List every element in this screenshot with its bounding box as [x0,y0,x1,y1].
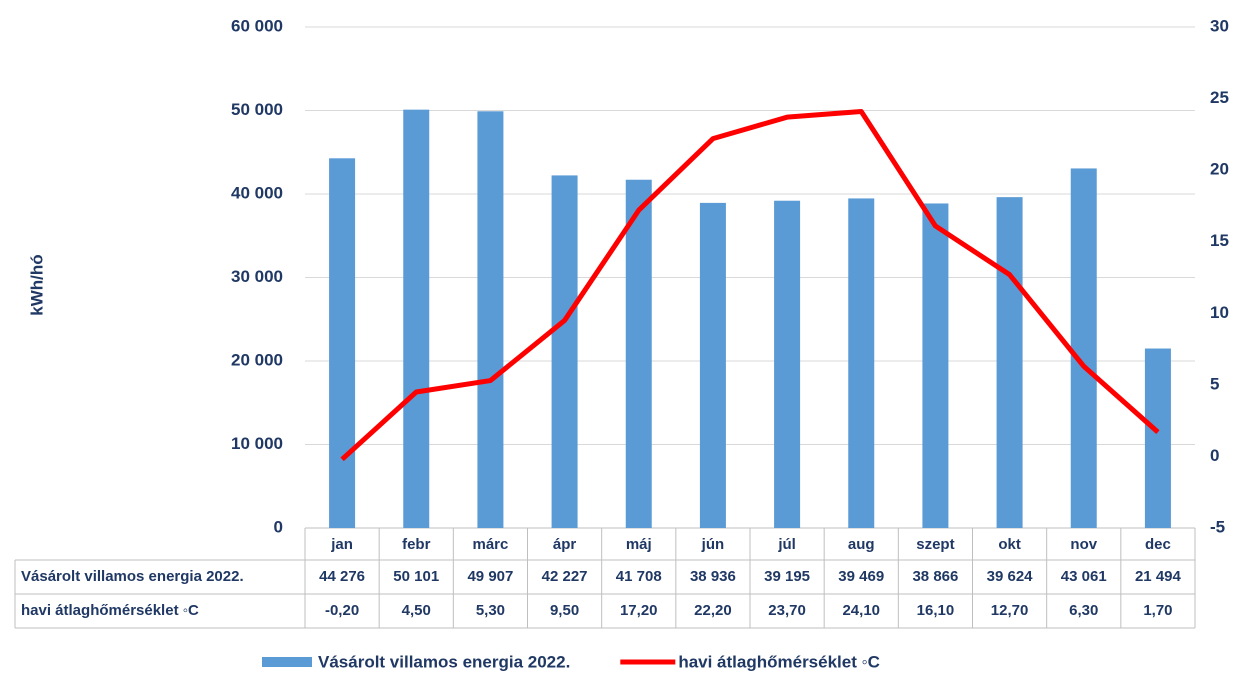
y2-tick-label: 0 [1210,446,1219,465]
bar [403,109,430,528]
y-tick-label: 10 000 [231,434,283,453]
bar [329,158,356,528]
table-row-label: Vásárolt villamos energia 2022. [21,568,244,585]
table-cell: 9,50 [550,602,579,619]
table-cell: 39 469 [838,568,884,585]
table-cell: 44 276 [319,568,365,585]
table-cell: 38 936 [690,568,736,585]
table-cell: 17,20 [620,602,658,619]
y2-tick-label: 30 [1210,16,1229,35]
table-cell: 4,50 [402,602,431,619]
table-cell: 5,30 [476,602,505,619]
y-tick-label: 20 000 [231,350,283,369]
bar [996,197,1023,529]
y2-tick-label: -5 [1210,517,1225,536]
table-cell: 6,30 [1069,602,1098,619]
table-cell: 49 907 [467,568,513,585]
bar [625,179,652,528]
legend-label: havi átlaghőmérséklet ◦C [678,652,880,671]
bar [477,111,504,528]
y2-tick-label: 20 [1210,160,1229,179]
table-cell: 24,10 [842,602,880,619]
table-cell: 1,70 [1143,602,1172,619]
legend-label: Vásárolt villamos energia 2022. [318,652,570,671]
y-tick-label: 40 000 [231,183,283,202]
y-tick-label: 0 [274,517,283,536]
table-cell: 12,70 [991,602,1029,619]
x-tick-label: márc [472,536,508,553]
bar [699,202,726,528]
bar [774,200,801,529]
legend-swatch [262,657,312,667]
y-tick-label: 30 000 [231,267,283,286]
y2-tick-label: 25 [1210,88,1229,107]
table-cell: 39 624 [987,568,1034,585]
bar [551,175,578,529]
table-cell: 21 494 [1135,568,1182,585]
x-tick-label: szept [916,536,954,553]
bar [922,203,949,528]
table-row-label: havi átlaghőmérséklet ◦C [21,602,199,619]
line [340,108,1160,462]
table-cell: -0,20 [325,602,359,619]
table-cell: 22,20 [694,602,732,619]
y2-tick-label: 10 [1210,303,1229,322]
bar [1144,348,1171,528]
bar [848,198,875,529]
table-cell: 50 101 [393,568,439,585]
y-tick-label: 60 000 [231,16,283,35]
table-cell: 41 708 [616,568,662,585]
x-tick-label: febr [402,536,431,553]
x-tick-label: nov [1070,536,1097,553]
x-tick-label: ápr [553,536,577,553]
x-tick-label: dec [1145,536,1171,553]
y-tick-label: 50 000 [231,100,283,119]
table-cell: 42 227 [542,568,588,585]
x-tick-label: okt [998,536,1021,553]
x-tick-label: jan [330,536,353,553]
table-cell: 38 866 [912,568,958,585]
table-cell: 43 061 [1061,568,1107,585]
x-tick-label: aug [848,536,875,553]
x-tick-label: júl [777,536,796,553]
y-axis-label: kWh/hó [27,254,46,315]
table-cell: 23,70 [768,602,806,619]
y2-tick-label: 5 [1210,374,1219,393]
x-tick-label: jún [701,536,725,553]
x-tick-label: máj [626,536,652,553]
table-cell: 39 195 [764,568,810,585]
table-cell: 16,10 [917,602,955,619]
bar [1070,168,1097,528]
y2-tick-label: 15 [1210,231,1229,250]
